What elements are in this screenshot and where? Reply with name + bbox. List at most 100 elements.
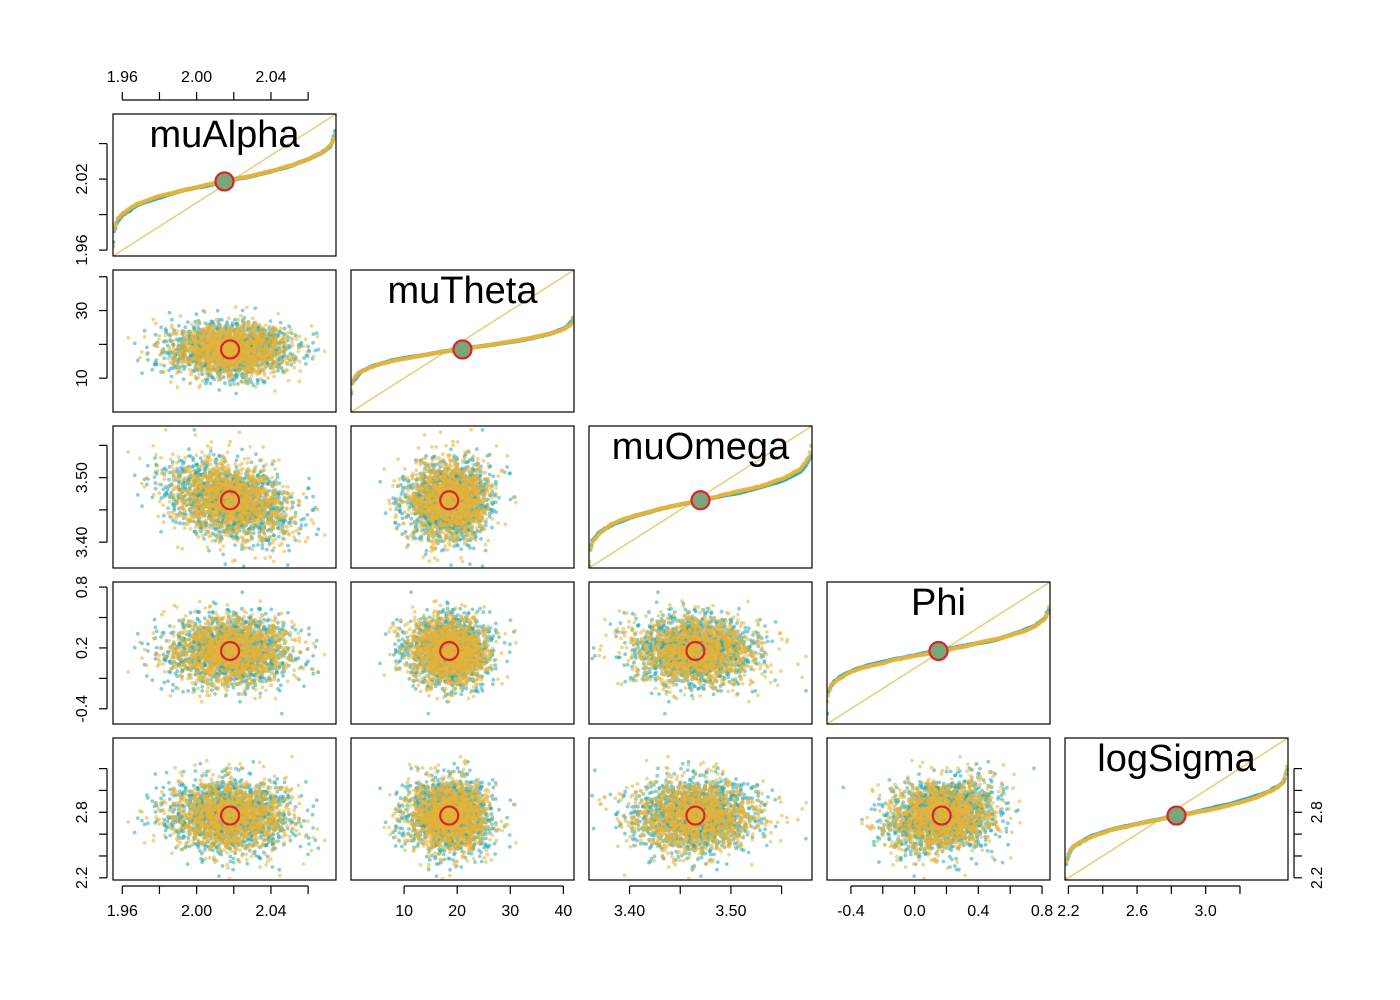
scatter-point	[175, 466, 180, 471]
scatter-point	[269, 331, 274, 336]
scatter-point	[247, 333, 252, 338]
scatter-point	[178, 314, 183, 319]
scatter-point	[242, 380, 247, 385]
scatter-point	[197, 351, 202, 355]
scatter-point	[167, 477, 171, 482]
scatter-point	[223, 325, 228, 329]
scatter-point	[166, 350, 170, 355]
scatter-point	[132, 473, 137, 478]
scatter-point	[269, 358, 274, 362]
diag-point	[332, 128, 336, 134]
scatter-point	[285, 362, 290, 367]
scatter-point	[215, 357, 220, 361]
scatter-point	[297, 379, 302, 384]
scatter-point	[163, 333, 168, 338]
scatter-point	[248, 358, 253, 363]
scatter-point	[177, 349, 182, 353]
scatter-point	[167, 347, 172, 352]
panel-muTheta-vs-muAlpha	[112, 269, 337, 413]
panel-frame	[112, 113, 337, 257]
scatter-point	[140, 371, 144, 375]
scatter-point	[204, 334, 209, 339]
scatter-point	[203, 368, 208, 372]
panel-title: muAlpha	[150, 114, 301, 156]
mean-marker	[452, 339, 473, 360]
scatter-point	[267, 339, 272, 343]
scatter-point	[237, 324, 242, 328]
scatter-point	[253, 351, 258, 355]
scatter-point	[264, 365, 268, 370]
scatter-point	[215, 361, 220, 365]
scatter-point	[161, 369, 166, 374]
scatter-point	[169, 490, 174, 495]
scatter-point	[144, 352, 149, 357]
scatter-point	[224, 367, 229, 372]
scatter-point	[256, 359, 260, 364]
panel-frame	[112, 269, 337, 413]
scatter-point	[268, 319, 273, 323]
scatter-point	[210, 357, 215, 362]
scatter-point	[199, 342, 204, 347]
scatter-point	[233, 305, 238, 309]
scatter-point	[243, 362, 248, 367]
scatter-point	[293, 510, 298, 515]
scatter-point	[287, 548, 291, 553]
points-1-0	[126, 305, 327, 396]
scatter-point	[142, 328, 147, 333]
scatter-point	[191, 329, 196, 334]
scatter-point	[316, 347, 321, 352]
scatter-point	[240, 447, 245, 452]
scatter-point	[152, 343, 156, 348]
scatter-point	[228, 382, 233, 387]
scatter-point	[233, 317, 238, 322]
scatter-point	[214, 317, 219, 322]
scatter-point	[244, 377, 249, 381]
scatter-point	[251, 543, 256, 548]
scatter-point	[197, 385, 202, 390]
scatter-point	[227, 379, 232, 383]
scatter-point	[211, 452, 216, 457]
scatter-point	[199, 335, 203, 340]
scatter-point	[157, 333, 162, 338]
scatter-point	[170, 326, 174, 330]
scatter-point	[257, 368, 261, 373]
scatter-point	[240, 354, 245, 358]
scatter-point	[194, 335, 199, 340]
scatter-point	[164, 468, 168, 472]
scatter-point	[240, 339, 245, 343]
scatter-point	[315, 334, 320, 339]
scatter-point	[249, 337, 254, 342]
scatter-point	[290, 343, 295, 348]
scatter-point	[168, 380, 173, 384]
scatter-point	[189, 370, 194, 374]
scatter-point	[182, 367, 187, 371]
scatter-point	[275, 472, 280, 477]
scatter-point	[171, 344, 176, 348]
scatter-point	[225, 343, 230, 348]
scatter-point	[217, 373, 222, 377]
scatter-point	[168, 360, 173, 365]
scatter-point	[232, 365, 237, 369]
scatter-point	[146, 463, 150, 468]
scatter-point	[203, 467, 208, 472]
scatter-point	[241, 356, 245, 361]
scatter-point	[289, 362, 294, 367]
scatter-point	[311, 507, 316, 512]
scatter-point	[254, 333, 258, 338]
scatter-point	[159, 325, 164, 330]
scatter-point	[170, 317, 174, 322]
scatter-point	[282, 370, 287, 375]
scatter-point	[150, 367, 155, 372]
scatter-point	[209, 372, 213, 376]
scatter-point	[197, 320, 202, 324]
scatter-point	[231, 381, 236, 386]
scatter-point	[159, 348, 164, 353]
scatter-point	[229, 352, 234, 357]
scatter-point	[297, 359, 302, 363]
scatter-point	[256, 364, 260, 369]
scatter-point	[175, 365, 179, 370]
scatter-point	[185, 360, 189, 365]
scatter-point	[159, 529, 163, 534]
scatter-point	[278, 330, 282, 334]
